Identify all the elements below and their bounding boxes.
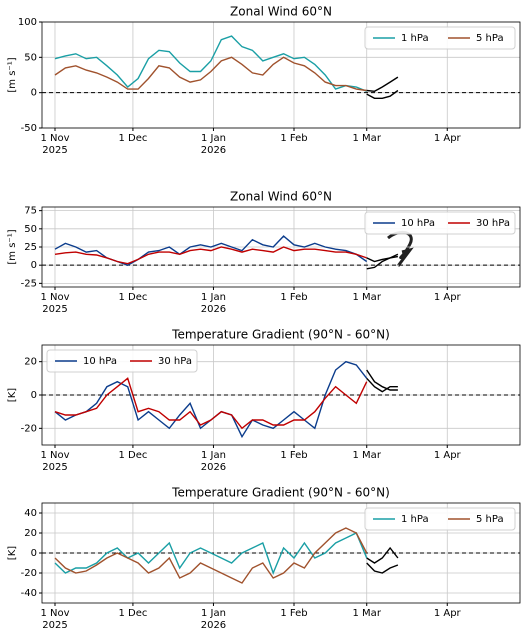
legend-label: 5 hPa [476,514,504,525]
x-tick-label: 1 Jan 2026 [201,450,226,473]
series-line [54,532,368,575]
series-line [366,253,399,270]
y-axis-label: [K] [7,388,18,402]
plot-frame [41,21,521,129]
series-line [366,369,398,391]
x-tick-label: 1 Jan 2026 [201,608,226,631]
x-tick-label: 1 Nov 2025 [40,133,69,156]
y-tick-label: -20 [21,568,37,579]
y-tick-label: 0 [31,88,37,99]
x-tick-label: 1 Apr [434,292,462,303]
y-tick-label: -50 [21,123,37,134]
x-tick-label: 1 Mar [353,450,382,461]
y-axis-label: [m s⁻¹] [7,57,18,92]
series-line [366,76,399,93]
y-tick-label: -20 [21,423,37,434]
y-tick-label: -40 [21,588,37,599]
legend-box [46,349,198,373]
x-tick-label: 1 Feb [280,450,307,461]
chart-title: Zonal Wind 60°N [230,190,332,204]
plot-frame [41,502,521,604]
legend-label: 10 hPa [401,218,435,229]
series-line [54,360,368,439]
series-line [366,255,399,263]
y-tick-label: 25 [24,242,37,253]
x-tick-label: 1 Dec [118,292,147,303]
x-tick-label: 1 Mar [353,133,382,144]
series-line [366,377,398,393]
plot-frame [41,206,521,288]
chart-title: Temperature Gradient (90°N - 60°N) [171,328,390,342]
x-tick-label: 1 Feb [280,133,307,144]
legend-box [364,26,516,50]
series-line [366,562,399,574]
y-tick-label: 50 [24,52,37,63]
legend-label: 1 hPa [401,514,429,525]
y-tick-label: 20 [24,357,37,368]
legend-label: 10 hPa [83,356,117,367]
x-tick-label: 1 Nov 2025 [40,608,69,631]
plot-frame [41,344,521,446]
series-line [54,377,368,430]
legend-label: 30 hPa [158,356,192,367]
x-tick-label: 1 Mar [353,292,382,303]
y-tick-label: 0 [31,548,37,559]
x-tick-label: 1 Feb [280,292,307,303]
legend-label: 5 hPa [476,33,504,44]
x-tick-label: 1 Nov 2025 [40,450,69,473]
y-axis-label: [K] [7,546,18,560]
x-tick-label: 1 Dec [118,133,147,144]
y-tick-label: 75 [24,206,37,217]
x-tick-label: 1 Jan 2026 [201,292,226,315]
x-tick-label: 1 Mar [353,608,382,619]
y-tick-label: 0 [31,260,37,271]
y-tick-label: 20 [24,528,37,539]
y-tick-label: 100 [18,17,37,28]
series-line [54,56,367,92]
legend-box [364,507,516,531]
x-tick-label: 1 Apr [434,608,462,619]
x-tick-label: 1 Jan 2026 [201,133,226,156]
chart-title: Zonal Wind 60°N [230,5,332,19]
x-tick-label: 1 Dec [118,450,147,461]
legend-label: 30 hPa [476,218,510,229]
series-line [54,527,368,584]
legend-box [364,211,516,235]
series-line [54,246,367,265]
legend-label: 1 hPa [401,33,429,44]
y-tick-label: 0 [31,390,37,401]
x-tick-label: 1 Apr [434,450,462,461]
x-tick-label: 1 Nov 2025 [40,292,69,315]
x-tick-label: 1 Dec [118,608,147,619]
y-tick-label: -25 [21,278,37,289]
x-tick-label: 1 Feb [280,608,307,619]
series-line [366,89,399,99]
hand-drawn-arrow [387,230,414,267]
x-tick-label: 1 Apr [434,133,462,144]
series-line [54,35,367,92]
chart-title: Temperature Gradient (90°N - 60°N) [171,486,390,500]
series-line [366,546,399,564]
y-tick-label: 40 [24,508,37,519]
y-tick-label: 50 [24,224,37,235]
y-axis-label: [m s⁻¹] [7,229,18,264]
